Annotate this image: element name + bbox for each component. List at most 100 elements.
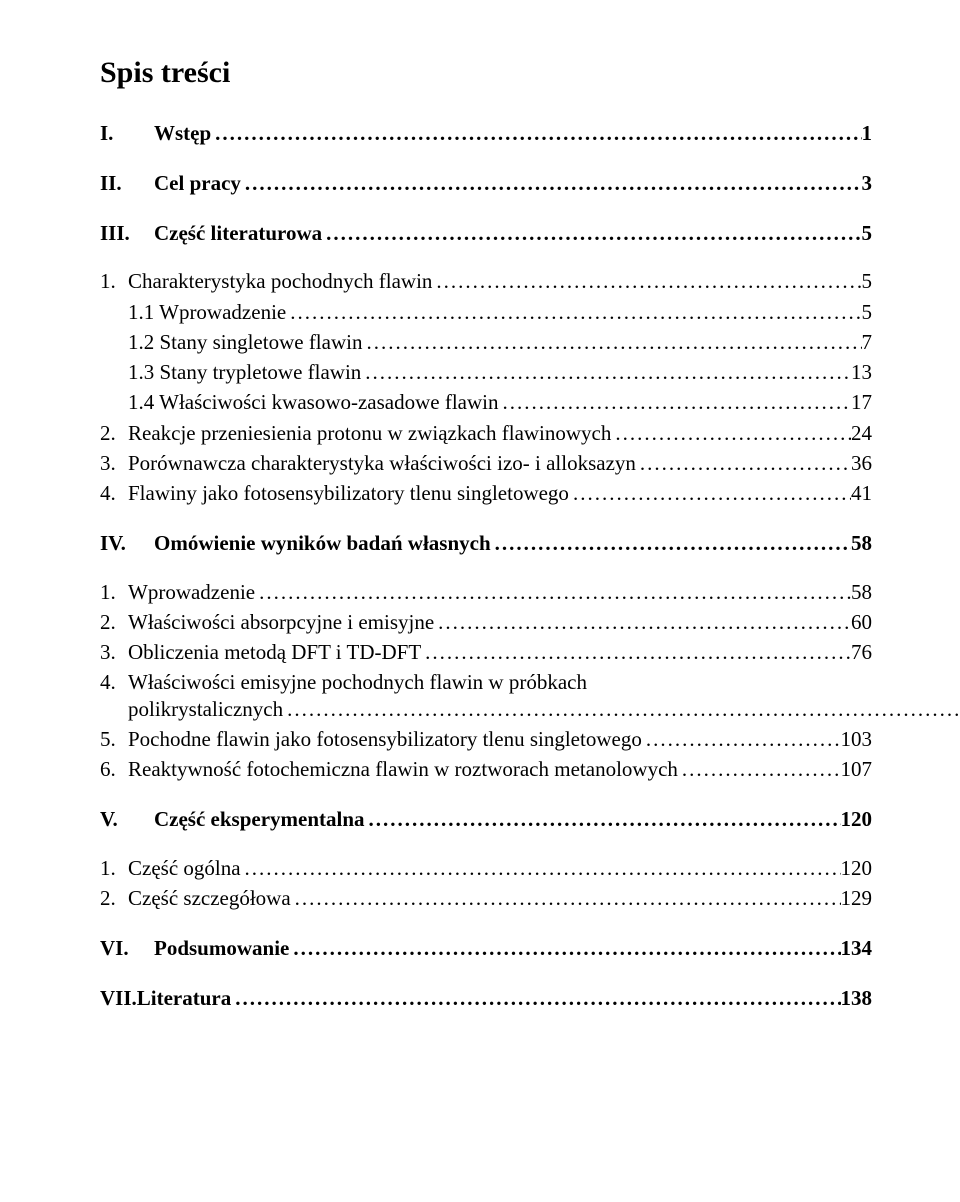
toc-entry-sub: 2. Część szczegółowa ...................… <box>100 885 872 911</box>
toc-page: 36 <box>851 450 872 476</box>
toc-label: Wprowadzenie <box>128 579 255 605</box>
toc-leader: ........................................… <box>432 268 861 294</box>
toc-page: 7 <box>862 329 873 355</box>
toc-label: 1.3 Stany trypletowe flawin <box>128 359 361 385</box>
toc-leader: ........................................… <box>362 329 861 355</box>
toc-label: Porównawcza charakterystyka właściwości … <box>128 450 636 476</box>
toc-num: 2. <box>100 609 128 635</box>
toc-label-line2: polikrystalicznych <box>128 696 283 722</box>
toc-num: 1. <box>100 268 128 294</box>
toc-page: 120 <box>841 806 873 832</box>
toc-label: Charakterystyka pochodnych flawin <box>128 268 432 294</box>
toc-entry-sub: 1.1 Wprowadzenie .......................… <box>100 299 872 325</box>
toc-entry-sub: 1. Część ogólna ........................… <box>100 855 872 881</box>
toc-page: 5 <box>862 268 873 294</box>
toc-entry-sub: 1.4 Właściwości kwasowo-zasadowe flawin … <box>100 389 872 415</box>
toc-label: Część eksperymentalna <box>154 806 365 832</box>
toc-label: Flawiny jako fotosensybilizatory tlenu s… <box>128 480 569 506</box>
toc-page: 58 <box>851 579 872 605</box>
toc-leader: ........................................… <box>289 935 840 961</box>
toc-entry-sub: 4. Flawiny jako fotosensybilizatory tlen… <box>100 480 872 506</box>
toc-label-line1: Właściwości emisyjne pochodnych flawin w… <box>128 669 960 695</box>
toc-page: 60 <box>851 609 872 635</box>
toc-entry-sub: 1.2 Stany singletowe flawin ............… <box>100 329 872 355</box>
toc-leader: ........................................… <box>636 450 851 476</box>
toc-page: 103 <box>841 726 873 752</box>
toc-leader: ........................................… <box>286 299 861 325</box>
toc-page: 1 <box>862 120 873 146</box>
toc-num: 2. <box>100 420 128 446</box>
toc-label: Reaktywność fotochemiczna flawin w roztw… <box>128 756 678 782</box>
toc-page: 5 <box>862 220 873 246</box>
toc-page: 13 <box>851 359 872 385</box>
toc-entry-sub: 5. Pochodne flawin jako fotosensybilizat… <box>100 726 872 752</box>
toc-num: 4. <box>100 669 128 695</box>
toc-label: Właściwości absorpcyjne i emisyjne <box>128 609 434 635</box>
toc-label: Podsumowanie <box>154 935 289 961</box>
toc-entry-sub: 6. Reaktywność fotochemiczna flawin w ro… <box>100 756 872 782</box>
toc-leader: ........................................… <box>642 726 841 752</box>
toc-num: VI. <box>100 935 154 961</box>
toc-label: Część szczegółowa <box>128 885 291 911</box>
toc-label: 1.2 Stany singletowe flawin <box>128 329 362 355</box>
toc-leader: ........................................… <box>499 389 851 415</box>
toc-label: Pochodne flawin jako fotosensybilizatory… <box>128 726 642 752</box>
toc-num: VII. <box>100 985 137 1011</box>
toc-num: V. <box>100 806 154 832</box>
toc-page: 41 <box>851 480 872 506</box>
toc-num: I. <box>100 120 154 146</box>
toc-num: 4. <box>100 480 128 506</box>
toc-leader: ........................................… <box>241 170 862 196</box>
toc-label: 1.1 Wprowadzenie <box>128 299 286 325</box>
toc-num: 3. <box>100 450 128 476</box>
toc-num: 1. <box>100 855 128 881</box>
toc-leader: ........................................… <box>241 855 841 881</box>
toc-label: Obliczenia metodą DFT i TD-DFT <box>128 639 421 665</box>
toc-page: 24 <box>851 420 872 446</box>
toc-label: Część ogólna <box>128 855 241 881</box>
toc-entry-sub: 1.3 Stany trypletowe flawin ............… <box>100 359 872 385</box>
toc-entry-sub: 2. Reakcje przeniesienia protonu w związ… <box>100 420 872 446</box>
toc-leader: ........................................… <box>231 985 840 1011</box>
toc-entry-sub-multiline: 4. Właściwości emisyjne pochodnych flawi… <box>100 669 872 722</box>
toc-entry-sub: 1. Wprowadzenie ........................… <box>100 579 872 605</box>
toc-label: Wstęp <box>154 120 211 146</box>
toc-entry-main: VII. Literatura ........................… <box>100 985 872 1011</box>
toc-entry-main: V. Część eksperymentalna ...............… <box>100 806 872 832</box>
toc-leader: ........................................… <box>491 530 851 556</box>
toc-leader: ........................................… <box>611 420 851 446</box>
toc-label: Omówienie wyników badań własnych <box>154 530 491 556</box>
toc-entry-sub: 3. Obliczenia metodą DFT i TD-DFT ......… <box>100 639 872 665</box>
toc-num: III. <box>100 220 154 246</box>
toc-page: 58 <box>851 530 872 556</box>
toc-label: 1.4 Właściwości kwasowo-zasadowe flawin <box>128 389 499 415</box>
toc-entry-sub: 2. Właściwości absorpcyjne i emisyjne ..… <box>100 609 872 635</box>
toc-page: 5 <box>862 299 873 325</box>
toc-leader: ........................................… <box>283 696 960 722</box>
toc-label: Literatura <box>137 985 231 1011</box>
toc-leader: ........................................… <box>434 609 851 635</box>
toc-entry-sub: 3. Porównawcza charakterystyka właściwoś… <box>100 450 872 476</box>
toc-leader: ........................................… <box>255 579 851 605</box>
toc-entry-sub: 1. Charakterystyka pochodnych flawin ...… <box>100 268 872 294</box>
toc-body: Właściwości emisyjne pochodnych flawin w… <box>128 669 960 722</box>
toc-leader: ........................................… <box>569 480 851 506</box>
toc-page: 17 <box>851 389 872 415</box>
toc-num: 2. <box>100 885 128 911</box>
toc-page: 120 <box>841 855 873 881</box>
toc-leader: ........................................… <box>322 220 861 246</box>
toc-label: Cel pracy <box>154 170 241 196</box>
toc-page: 134 <box>841 935 873 961</box>
toc-leader: ........................................… <box>291 885 841 911</box>
toc-num: 5. <box>100 726 128 752</box>
toc-num: II. <box>100 170 154 196</box>
toc-page: 76 <box>851 639 872 665</box>
toc-leader: ........................................… <box>211 120 861 146</box>
toc-page: 129 <box>841 885 873 911</box>
toc-entry-main: IV. Omówienie wyników badań własnych ...… <box>100 530 872 556</box>
toc-num: 6. <box>100 756 128 782</box>
page: Spis treści I. Wstęp ...................… <box>0 0 960 1202</box>
toc-label: Część literaturowa <box>154 220 322 246</box>
toc-entry-main: II. Cel pracy ..........................… <box>100 170 872 196</box>
page-title: Spis treści <box>100 54 872 92</box>
